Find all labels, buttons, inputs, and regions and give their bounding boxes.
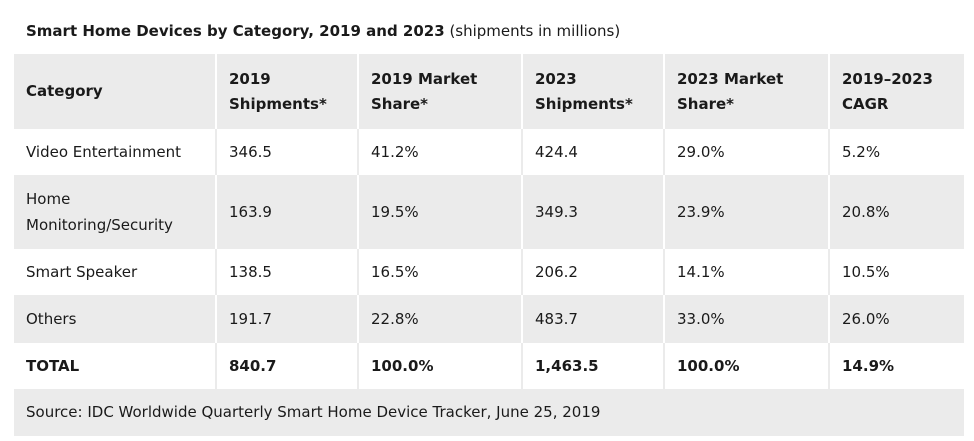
table-cell: 346.5: [216, 129, 359, 175]
source-note: Source: IDC Worldwide Quarterly Smart Ho…: [14, 389, 964, 436]
table-cell: 14.9%: [829, 343, 964, 389]
table-cell: 5.2%: [829, 129, 964, 175]
table-cell: 138.5: [216, 249, 359, 295]
table-cell: 206.2: [522, 249, 665, 295]
table-cell: 100.0%: [664, 343, 830, 389]
data-table: Category 2019 Shipments* 2019 Market Sha…: [14, 54, 964, 389]
table-cell: 840.7: [216, 343, 359, 389]
column-header: 2023 Market Share*: [664, 54, 830, 129]
column-header: 2019–2023 CAGR: [829, 54, 964, 129]
table-cell: 33.0%: [664, 295, 830, 343]
table-cell: 100.0%: [358, 343, 523, 389]
table-title: Smart Home Devices by Category, 2019 and…: [26, 22, 445, 40]
table-cell: Others: [14, 295, 217, 343]
table-cell: 23.9%: [664, 175, 830, 249]
table-cell: 191.7: [216, 295, 359, 343]
table-cell: 163.9: [216, 175, 359, 249]
table-subtitle: (shipments in millions): [449, 22, 621, 40]
table-row: Others 191.7 22.8% 483.7 33.0% 26.0%: [14, 295, 964, 343]
table-cell: 19.5%: [358, 175, 523, 249]
table-cell: 10.5%: [829, 249, 964, 295]
table-cell: 29.0%: [664, 129, 830, 175]
total-row: TOTAL 840.7 100.0% 1,463.5 100.0% 14.9%: [14, 343, 964, 389]
column-header: 2019 Market Share*: [358, 54, 523, 129]
table-cell: 1,463.5: [522, 343, 665, 389]
table-container: Smart Home Devices by Category, 2019 and…: [14, 9, 964, 436]
table-cell: 349.3: [522, 175, 665, 249]
table-cell: 41.2%: [358, 129, 523, 175]
table-row: Video Entertainment 346.5 41.2% 424.4 29…: [14, 129, 964, 175]
column-header: 2019 Shipments*: [216, 54, 359, 129]
table-cell: 20.8%: [829, 175, 964, 249]
table-cell: 14.1%: [664, 249, 830, 295]
table-cell: Smart Speaker: [14, 249, 217, 295]
table-cell: Video Entertainment: [14, 129, 217, 175]
table-cell: 424.4: [522, 129, 665, 175]
table-cell: 22.8%: [358, 295, 523, 343]
table-cell: 16.5%: [358, 249, 523, 295]
table-cell: 26.0%: [829, 295, 964, 343]
table-row: Smart Speaker 138.5 16.5% 206.2 14.1% 10…: [14, 249, 964, 295]
table-cell: TOTAL: [14, 343, 217, 389]
column-header: 2023 Shipments*: [522, 54, 665, 129]
table-row: Home Monitoring/Security 163.9 19.5% 349…: [14, 175, 964, 249]
table-cell: Home Monitoring/Security: [14, 175, 217, 249]
header-row: Category 2019 Shipments* 2019 Market Sha…: [14, 54, 964, 129]
table-title-bar: Smart Home Devices by Category, 2019 and…: [14, 9, 964, 54]
column-header: Category: [14, 54, 217, 129]
table-cell: 483.7: [522, 295, 665, 343]
